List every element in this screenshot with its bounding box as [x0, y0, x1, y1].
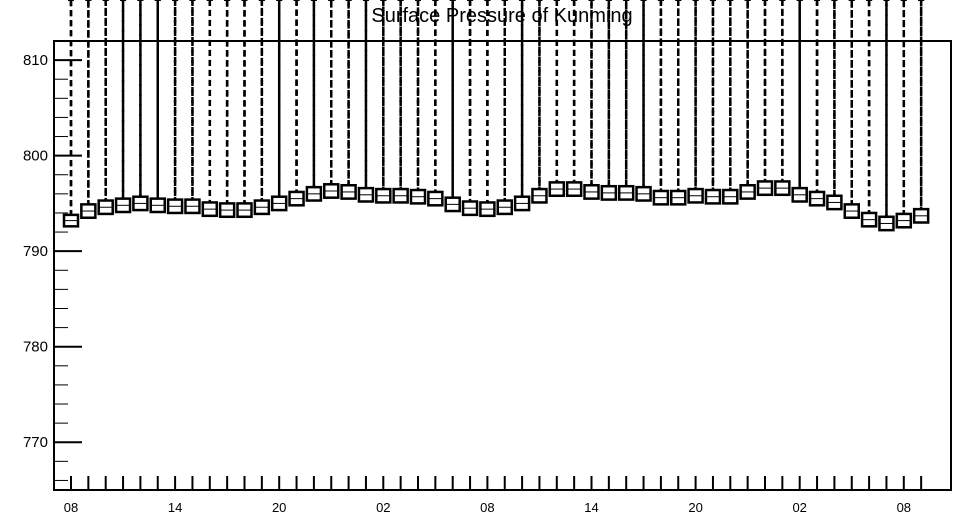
box-item — [687, 0, 704, 204]
box-item — [461, 0, 479, 217]
y-axis: 770 780 790 800 810 — [23, 40, 82, 481]
box-item — [132, 0, 149, 212]
box-item — [236, 0, 253, 219]
box-item — [97, 0, 114, 216]
box-item — [375, 0, 392, 204]
box-item — [427, 0, 444, 207]
box-item — [843, 0, 860, 219]
box-item — [912, 0, 930, 224]
box-item — [756, 0, 774, 197]
box-item — [409, 0, 427, 205]
box-item — [305, 0, 323, 202]
box-item — [357, 0, 375, 203]
box-item — [62, 0, 80, 228]
box-item — [323, 0, 340, 199]
x-axis: 08 14 20 02 08 14 20 02 08 — [64, 476, 923, 515]
y-tick-label: 790 — [23, 243, 48, 260]
box-item — [496, 0, 513, 216]
box-item — [670, 0, 687, 206]
box-item — [80, 0, 97, 219]
box-item — [201, 0, 219, 218]
box-item — [808, 0, 826, 207]
box-item — [878, 0, 895, 232]
y-tick-label: 810 — [23, 52, 48, 69]
box-item — [722, 0, 739, 205]
x-tick-label: 08 — [897, 500, 911, 515]
box-item — [513, 0, 531, 212]
box-item — [583, 0, 600, 200]
box-item — [826, 0, 843, 211]
box-item — [444, 0, 461, 213]
box-item — [149, 0, 166, 214]
box-item — [479, 0, 496, 218]
x-tick-label: 02 — [376, 500, 390, 515]
box-item — [895, 0, 913, 229]
x-tick-label: 14 — [584, 500, 598, 515]
x-tick-label: 14 — [168, 500, 182, 515]
box-item — [739, 0, 756, 200]
box-item — [531, 0, 548, 204]
box-item — [600, 0, 618, 201]
box-item — [166, 0, 184, 215]
box-item — [791, 0, 808, 203]
box-item — [114, 0, 132, 214]
plot-area — [62, 0, 930, 232]
y-tick-label: 770 — [23, 434, 48, 451]
box-item — [288, 0, 305, 207]
x-tick-label: 02 — [792, 500, 806, 515]
box-item — [340, 0, 357, 200]
box-item — [253, 0, 271, 216]
box-item — [548, 0, 566, 198]
plot-frame — [53, 40, 952, 491]
box-item — [270, 0, 288, 212]
box-item — [774, 0, 791, 197]
x-tick-label: 08 — [480, 500, 494, 515]
box-item — [617, 0, 635, 201]
y-tick-label: 800 — [23, 148, 48, 165]
box-item — [860, 0, 878, 228]
x-tick-label: 20 — [272, 500, 286, 515]
box-item — [652, 0, 670, 206]
box-item — [565, 0, 583, 198]
y-tick-label: 780 — [23, 339, 48, 356]
box-item — [218, 0, 236, 219]
x-tick-label: 20 — [688, 500, 702, 515]
box-item — [392, 0, 409, 204]
box-item — [704, 0, 722, 205]
box-item — [184, 0, 201, 215]
chart-title: Surface Pressure of Kunming — [371, 5, 632, 27]
box-item — [635, 0, 652, 202]
x-tick-label: 08 — [64, 500, 78, 515]
